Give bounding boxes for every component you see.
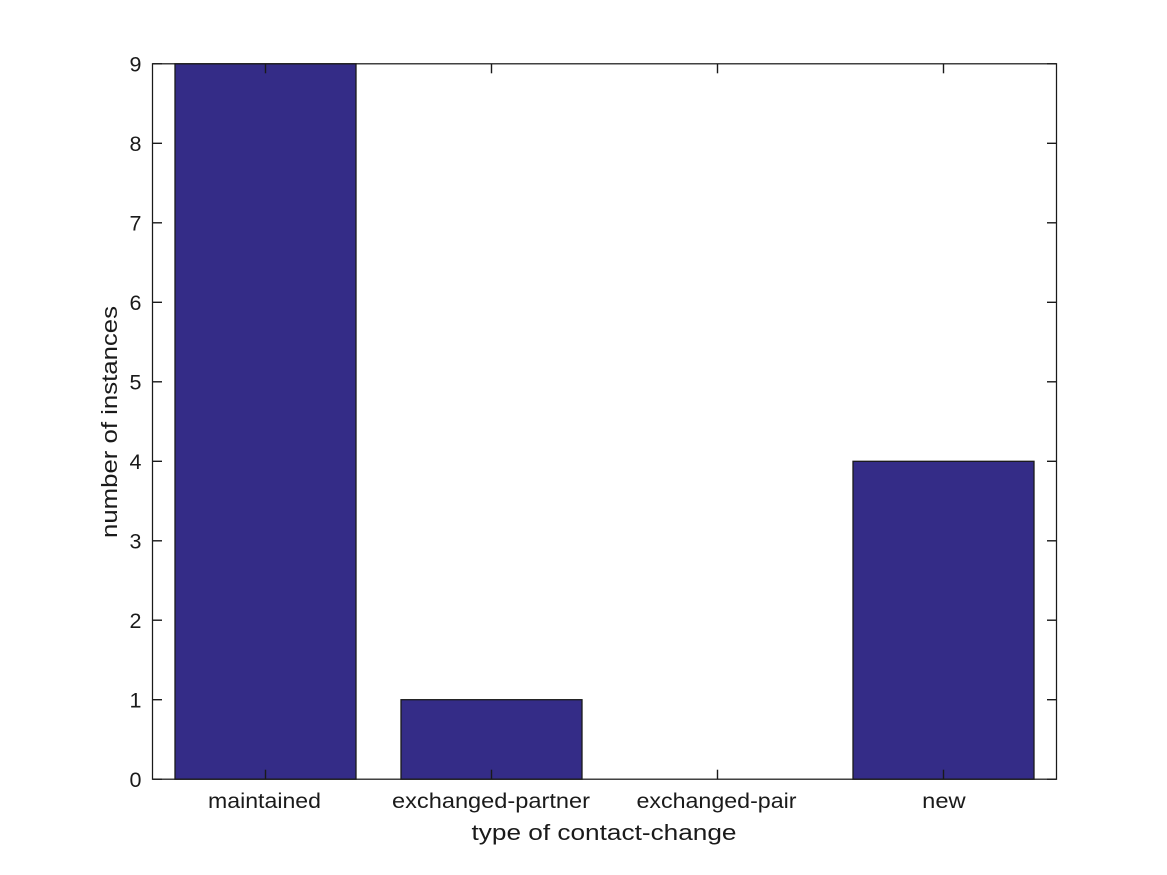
svg-text:maintained: maintained [208, 789, 321, 813]
svg-text:new: new [922, 789, 966, 813]
svg-text:type of contact-change: type of contact-change [472, 820, 737, 845]
svg-text:8: 8 [130, 132, 142, 156]
svg-text:5: 5 [130, 371, 142, 395]
svg-text:9: 9 [130, 53, 142, 77]
svg-text:1: 1 [130, 688, 142, 712]
svg-text:7: 7 [130, 212, 142, 236]
svg-text:6: 6 [130, 291, 142, 315]
svg-text:exchanged-partner: exchanged-partner [392, 789, 590, 813]
svg-text:2: 2 [130, 609, 142, 633]
svg-text:4: 4 [130, 450, 142, 474]
svg-text:3: 3 [130, 530, 142, 554]
svg-text:number of instances: number of instances [97, 306, 122, 538]
svg-text:0: 0 [130, 768, 142, 792]
svg-text:exchanged-pair: exchanged-pair [637, 789, 797, 813]
